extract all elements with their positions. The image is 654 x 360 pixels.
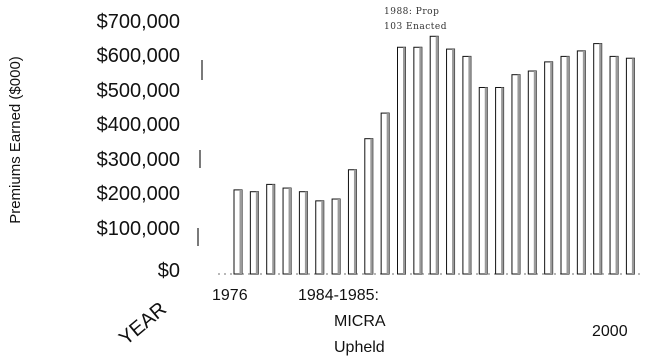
x-axis-name: YEAR <box>115 298 171 350</box>
y-tick-label: $700,000 <box>97 11 180 33</box>
bar-shade <box>435 36 439 274</box>
bar-shade <box>501 87 504 275</box>
annotation-line-2: 103 Enacted <box>384 22 447 32</box>
bar-shade <box>566 56 569 275</box>
y-axis-label: Premiums Earned ($000) <box>7 56 24 224</box>
y-tick-label: $600,000 <box>97 45 180 67</box>
prop-103-annotation: 1988: Prop 103 Enacted <box>384 7 447 32</box>
bar-shade <box>517 74 520 274</box>
bar-shade <box>239 189 242 274</box>
bar-shade <box>452 49 455 275</box>
x-label-upheld: Upheld <box>334 339 385 356</box>
x-label-1976: 1976 <box>212 287 248 304</box>
bar-shade <box>370 138 373 274</box>
bar-shade <box>599 43 602 274</box>
bar-shade <box>582 50 586 274</box>
bar-shade <box>304 191 308 274</box>
annotation-line-1: 1988: Prop <box>384 7 439 17</box>
bar-shade <box>353 169 357 274</box>
bar-shade <box>468 56 471 275</box>
bar-shade <box>337 199 341 274</box>
x-label-2000: 2000 <box>592 323 628 340</box>
y-tick-label: $300,000 <box>97 149 180 171</box>
bar-shade <box>272 184 275 274</box>
bar-shade <box>403 47 406 275</box>
y-tick-label: $100,000 <box>97 218 180 240</box>
bar-shade <box>419 47 422 275</box>
y-tick-label: $400,000 <box>97 114 180 136</box>
x-label-micra: MICRA <box>334 313 386 330</box>
bar-shade <box>255 191 259 274</box>
bar-series <box>233 35 635 275</box>
bar-shade <box>533 71 537 274</box>
bar-shade <box>288 188 292 274</box>
bar-shade <box>550 61 553 274</box>
bar-shade <box>321 200 324 274</box>
x-label-micra-years: 1984-1985: <box>298 287 379 304</box>
bar-shade <box>631 58 635 275</box>
bar-shade <box>615 56 619 275</box>
y-tick-labels: $700,000 $600,000 $500,000 $400,000 $300… <box>97 11 180 282</box>
bar-shade <box>484 87 488 275</box>
y-tick-label: $0 <box>158 260 180 282</box>
y-tick-label: $500,000 <box>97 80 180 102</box>
y-tick-label: $200,000 <box>97 183 180 205</box>
bar-shade <box>386 113 390 274</box>
